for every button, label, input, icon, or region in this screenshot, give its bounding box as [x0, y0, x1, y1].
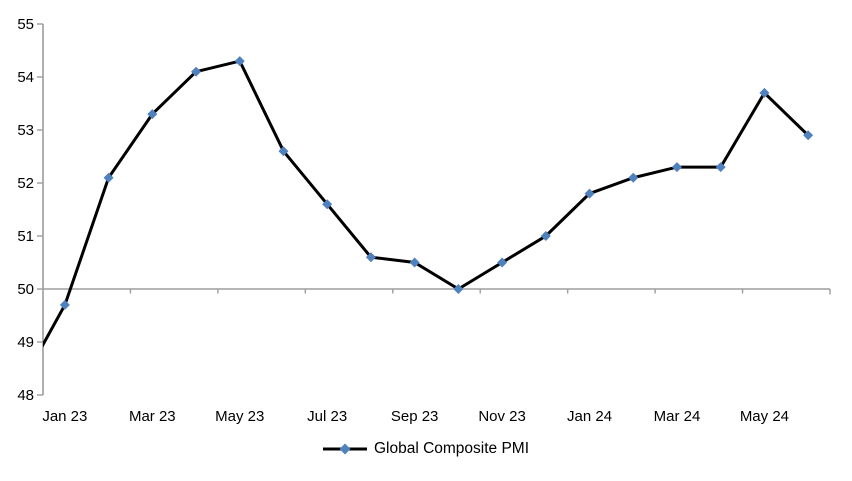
x-axis-tick-label: Mar 24 — [654, 408, 701, 425]
legend-line-marker-icon — [322, 443, 367, 455]
x-axis-tick-label: Nov 23 — [478, 408, 526, 425]
y-axis-tick-label: 49 — [17, 334, 34, 351]
data-point-marker — [715, 162, 726, 173]
legend: Global Composite PMI — [0, 440, 852, 458]
y-axis-tick-label: 51 — [17, 228, 34, 245]
data-point-marker — [234, 56, 245, 67]
data-point-marker — [584, 188, 595, 199]
data-point-marker — [803, 130, 814, 141]
data-point-marker — [103, 172, 114, 183]
x-axis-tick-label: May 23 — [215, 408, 264, 425]
data-point-marker — [628, 172, 639, 183]
y-axis-tick-label: 53 — [17, 122, 34, 139]
x-axis-tick-label: Mar 23 — [129, 408, 176, 425]
x-axis-tick-label: Jan 23 — [42, 408, 87, 425]
x-axis-tick-label: Sep 23 — [391, 408, 439, 425]
data-point-marker — [759, 87, 770, 98]
data-point-marker — [365, 252, 376, 263]
plot-area: 48 49 50 51 52 53 54 55 Jan 23 Mar 23 May 23 Jul 23… — [17, 16, 831, 425]
y-axis-tick-label: 50 — [17, 281, 34, 298]
y-axis-tick-label: 55 — [17, 16, 34, 33]
legend-label: Global Composite PMI — [373, 440, 530, 457]
data-point-marker — [671, 162, 682, 173]
y-axis-tick-label: 52 — [17, 175, 34, 192]
data-point-marker — [59, 299, 70, 310]
data-point-marker — [497, 257, 508, 268]
data-point-marker — [540, 231, 551, 241]
data-point-marker — [191, 66, 202, 77]
data-point-marker — [278, 146, 289, 157]
x-axis-tick-label: Jan 24 — [567, 408, 612, 425]
data-point-marker — [453, 284, 464, 294]
x-axis-tick-label: Jul 23 — [307, 408, 347, 425]
pmi-series-line — [43, 59, 810, 348]
x-axis-tick-label: May 24 — [740, 408, 789, 425]
data-point-marker — [409, 257, 420, 268]
y-axis-tick-label: 48 — [17, 387, 34, 404]
data-point-marker — [147, 109, 158, 120]
data-point-marker — [322, 199, 333, 210]
y-axis-tick-label: 54 — [17, 69, 34, 86]
